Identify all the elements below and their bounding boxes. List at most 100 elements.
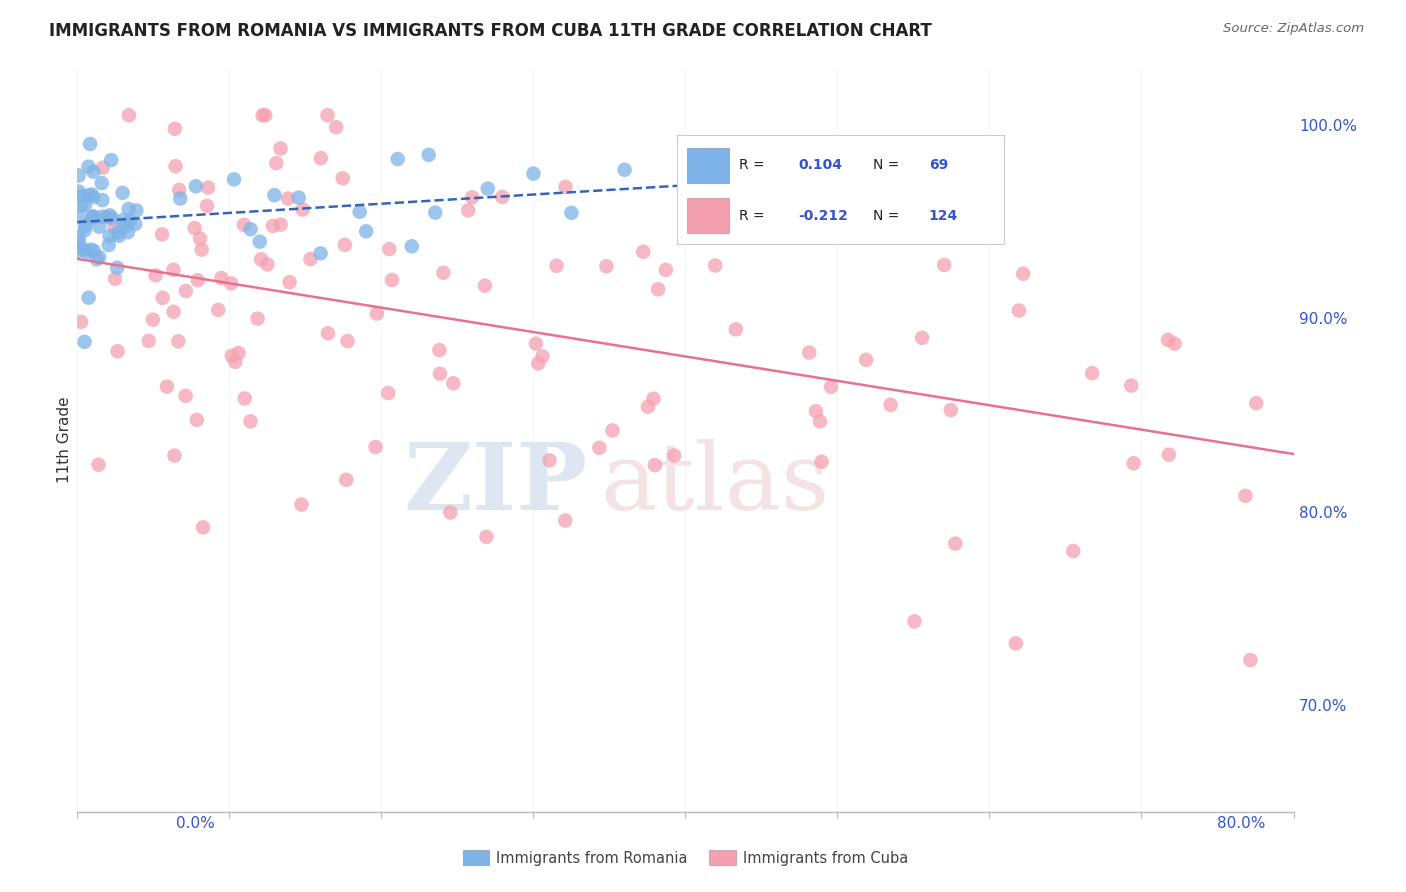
Point [163,121,186,136]
Text: IMMIGRANTS FROM ROMANIA VS IMMIGRANTS FROM CUBA 11TH GRADE CORRELATION CHART: IMMIGRANTS FROM ROMANIA VS IMMIGRANTS FR… [49,22,932,40]
Point [118,108,141,122]
Point [266,156,288,170]
Point [820,380,842,394]
Point [263,188,285,202]
Point [461,190,484,204]
Point [333,238,356,252]
Point [299,252,322,266]
Point [97,238,120,252]
Point [156,379,179,393]
Point [191,520,214,534]
Point [112,220,135,235]
Point [810,455,832,469]
Point [1234,489,1257,503]
Point [439,506,461,520]
Point [429,367,451,381]
Point [808,414,831,428]
Point [287,190,309,204]
Point [316,326,339,341]
Point [588,441,610,455]
Point [67,244,90,258]
Point [233,392,256,406]
Point [76,245,98,260]
Point [1121,378,1143,392]
Point [316,108,339,122]
Text: ZIP: ZIP [404,439,588,529]
Point [184,179,207,194]
Point [270,141,292,155]
Point [1244,396,1267,410]
Point [1157,448,1180,462]
Point [602,424,624,438]
Point [704,161,727,176]
Point [354,224,377,238]
Point [522,167,544,181]
Text: 0.0%: 0.0% [176,816,215,831]
Point [349,204,371,219]
Point [125,203,148,218]
Point [82,210,104,224]
Bar [686,198,730,234]
Point [432,266,454,280]
Point [104,271,127,285]
Point [111,186,134,200]
Point [1163,336,1185,351]
Point [697,223,720,237]
Bar [686,148,730,183]
Point [256,258,278,272]
Point [190,243,212,257]
Point [291,202,314,217]
Point [278,275,301,289]
Point [70,199,93,213]
Point [70,315,93,329]
Point [107,344,129,359]
Point [79,136,101,151]
Text: R =: R = [740,158,769,172]
Point [270,218,292,232]
Point [366,307,388,321]
Point [124,217,146,231]
Point [799,345,821,359]
Point [233,218,256,232]
Point [879,398,901,412]
Text: 69: 69 [929,158,948,172]
Point [538,453,561,467]
Point [336,334,359,348]
Point [138,334,160,348]
Point [524,336,547,351]
Point [186,413,208,427]
Point [108,228,131,243]
Point [165,159,187,173]
Point [644,458,666,472]
Point [364,440,387,454]
Point [647,282,669,296]
Point [224,355,246,369]
Point [724,322,747,336]
Point [197,180,219,194]
Point [98,229,121,244]
Point [377,386,399,401]
Point [554,179,576,194]
Point [309,151,332,165]
Text: 124: 124 [929,209,957,223]
Point [103,219,125,234]
Point [67,210,90,224]
Point [704,259,727,273]
Point [249,235,271,249]
Point [96,211,118,225]
Point [89,219,111,234]
Point [195,199,218,213]
Point [219,277,242,291]
Point [1157,333,1180,347]
Point [1012,267,1035,281]
Text: 0.104: 0.104 [799,158,842,172]
Point [633,244,655,259]
Point [546,259,568,273]
Point [702,169,724,184]
Point [207,302,229,317]
Point [613,162,636,177]
Point [86,252,108,267]
Point [174,389,197,403]
Point [855,352,877,367]
Point [73,334,96,349]
